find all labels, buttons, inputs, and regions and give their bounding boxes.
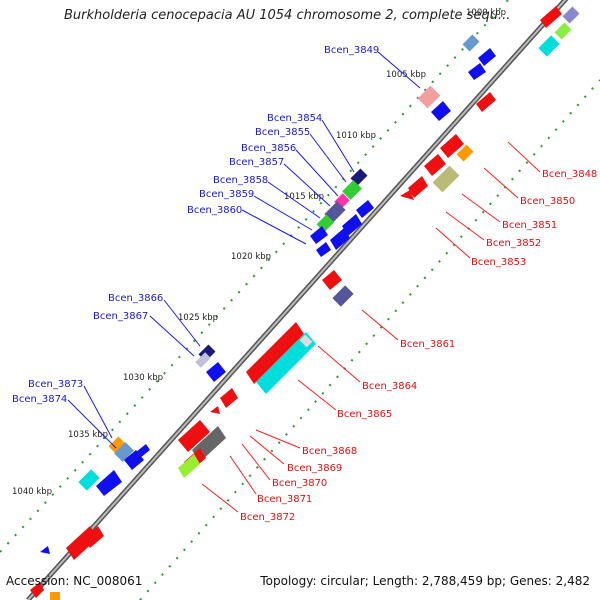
feature-reverse[interactable] xyxy=(562,6,580,24)
feature-reverse[interactable] xyxy=(322,270,342,290)
feature-reverse[interactable] xyxy=(30,582,44,598)
feature-bcen-3850[interactable] xyxy=(456,144,474,162)
left-gene-labels: Bcen_3849 Bcen_3854 Bcen_3855 Bcen_3856 … xyxy=(12,45,421,449)
feature-bcen-3868[interactable] xyxy=(210,406,220,414)
topology-label: Topology: circular; Length: 2,788,459 bp… xyxy=(260,574,590,588)
gene-label-bcen-3872[interactable]: Bcen_3872 xyxy=(240,512,295,523)
gene-label-bcen-3870[interactable]: Bcen_3870 xyxy=(272,478,327,489)
gene-label-bcen-3869[interactable]: Bcen_3869 xyxy=(287,463,342,474)
feature-forward[interactable] xyxy=(96,470,122,496)
gene-label-bcen-3860[interactable]: Bcen_3860 xyxy=(187,205,242,216)
feature-forward[interactable] xyxy=(330,228,350,250)
gene-label-bcen-3861[interactable]: Bcen_3861 xyxy=(400,339,455,350)
feature-forward[interactable] xyxy=(462,34,480,52)
feature-bcen-3851[interactable] xyxy=(432,165,460,193)
feature-bcen-3854[interactable] xyxy=(350,168,368,186)
feature-bcen-3864[interactable] xyxy=(246,322,304,384)
feature-reverse[interactable] xyxy=(424,154,446,176)
gene-label-bcen-3856[interactable]: Bcen_3856 xyxy=(241,143,296,154)
kbp-label-1035: 1035 kbp xyxy=(68,430,108,440)
reverse-strand-features xyxy=(30,6,580,600)
feature-bcen-3859[interactable] xyxy=(310,226,328,244)
gene-label-bcen-3864[interactable]: Bcen_3864 xyxy=(362,381,417,392)
feature-reverse[interactable] xyxy=(84,526,104,548)
kbp-label-1025: 1025 kbp xyxy=(178,313,218,323)
feature-bcen-3873[interactable] xyxy=(108,436,126,454)
feature-reverse-orange[interactable] xyxy=(50,592,60,600)
gene-label-bcen-3852[interactable]: Bcen_3852 xyxy=(486,238,541,249)
feature-reverse[interactable] xyxy=(540,6,562,28)
feature-forward[interactable] xyxy=(468,63,486,80)
gene-label-bcen-3859[interactable]: Bcen_3859 xyxy=(199,189,254,200)
map-title: Burkholderia cenocepacia AU 1054 chromos… xyxy=(64,8,511,23)
gene-label-bcen-3850[interactable]: Bcen_3850 xyxy=(520,196,575,207)
feature-bcen-3872[interactable] xyxy=(178,454,200,478)
gene-label-bcen-3873[interactable]: Bcen_3873 xyxy=(28,379,83,390)
feature-bcen-3861[interactable] xyxy=(332,285,354,307)
feature-forward-cyan[interactable] xyxy=(78,469,100,491)
kbp-label-1020: 1020 kbp xyxy=(231,252,271,262)
accession-label: Accession: NC_008061 xyxy=(6,574,143,588)
kbp-labels: 1000 kbp 1005 kbp 1010 kbp 1015 kbp 1020… xyxy=(12,8,506,497)
feature-forward[interactable] xyxy=(206,362,226,382)
gene-label-bcen-3854[interactable]: Bcen_3854 xyxy=(267,113,322,124)
gene-label-bcen-3868[interactable]: Bcen_3868 xyxy=(302,446,357,457)
feature-forward[interactable] xyxy=(136,444,150,458)
gene-label-bcen-3874[interactable]: Bcen_3874 xyxy=(12,394,67,405)
kbp-label-1000: 1000 kbp xyxy=(466,8,506,18)
feature-bcen-3857[interactable] xyxy=(324,201,346,223)
feature-reverse-green[interactable] xyxy=(554,22,572,40)
feature-bcen-3852[interactable] xyxy=(408,176,428,198)
gc-track-left xyxy=(0,0,509,553)
feature-bcen-3867[interactable] xyxy=(195,352,211,368)
right-gene-labels: Bcen_3848 Bcen_3850 Bcen_3851 Bcen_3852 … xyxy=(201,141,597,523)
feature-forward-pink[interactable] xyxy=(417,85,441,109)
feature-bcen-3853[interactable] xyxy=(400,190,414,200)
feature-forward[interactable] xyxy=(431,101,451,121)
gene-label-bcen-3853[interactable]: Bcen_3853 xyxy=(471,257,526,268)
gene-label-bcen-3851[interactable]: Bcen_3851 xyxy=(502,220,557,231)
kbp-label-1015: 1015 kbp xyxy=(284,192,324,202)
gene-label-bcen-3855[interactable]: Bcen_3855 xyxy=(255,127,310,138)
feature-bcen-3848[interactable] xyxy=(440,134,464,158)
gene-label-bcen-3871[interactable]: Bcen_3871 xyxy=(257,494,312,505)
gene-label-bcen-3857[interactable]: Bcen_3857 xyxy=(229,157,284,168)
feature-reverse[interactable] xyxy=(476,92,496,112)
feature-reverse[interactable] xyxy=(220,388,238,408)
feature-bcen-3849[interactable] xyxy=(478,48,496,66)
feature-forward[interactable] xyxy=(342,214,362,236)
gene-label-bcen-3858[interactable]: Bcen_3858 xyxy=(213,175,268,186)
gene-label-bcen-3865[interactable]: Bcen_3865 xyxy=(337,409,392,420)
gene-label-bcen-3849[interactable]: Bcen_3849 xyxy=(324,45,379,56)
kbp-label-1040: 1040 kbp xyxy=(12,487,52,497)
feature-bcen-3855[interactable] xyxy=(342,180,362,200)
forward-strand-features xyxy=(40,34,496,554)
feature-forward[interactable] xyxy=(40,546,50,554)
gene-label-bcen-3867[interactable]: Bcen_3867 xyxy=(93,311,148,322)
gc-track-right xyxy=(139,79,600,600)
chromosome-backbone-highlight xyxy=(27,0,567,600)
feature-bcen-3869[interactable] xyxy=(178,420,210,452)
gene-label-bcen-3848[interactable]: Bcen_3848 xyxy=(542,169,597,180)
feature-bcen-3874[interactable] xyxy=(114,442,134,462)
feature-reverse[interactable] xyxy=(299,334,313,348)
kbp-label-1010: 1010 kbp xyxy=(336,131,376,141)
feature-bcen-3860[interactable] xyxy=(316,242,331,257)
kbp-label-1005: 1005 kbp xyxy=(386,70,426,80)
feature-reverse-cyan[interactable] xyxy=(538,35,560,57)
feature-bcen-3865[interactable] xyxy=(256,332,316,394)
feature-forward[interactable] xyxy=(356,200,374,218)
kbp-label-1030: 1030 kbp xyxy=(123,373,163,383)
gene-label-bcen-3866[interactable]: Bcen_3866 xyxy=(108,293,163,304)
